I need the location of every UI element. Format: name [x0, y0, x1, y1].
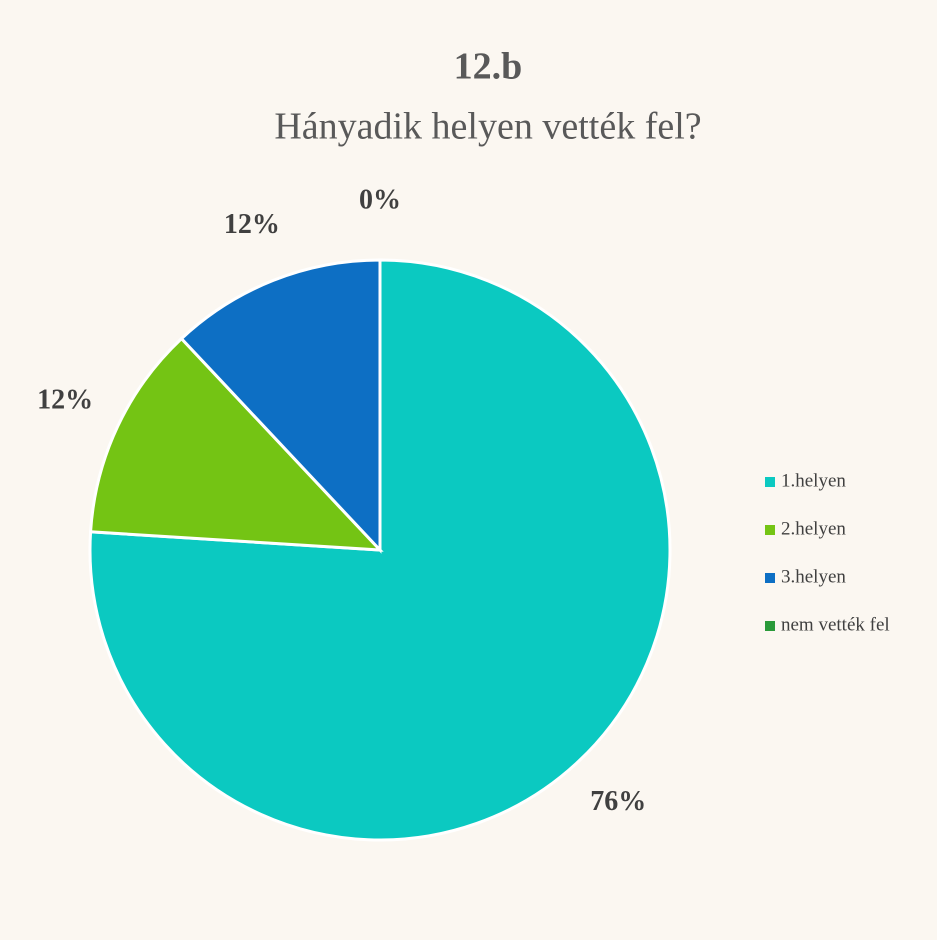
pie-slice: [88, 336, 384, 552]
pie-slice: [179, 258, 382, 554]
data-label: 0%: [359, 184, 401, 215]
legend-label: 3.helyen: [781, 566, 846, 587]
legend-swatch: [765, 525, 775, 535]
data-label: 12%: [37, 384, 93, 415]
legend-swatch: [765, 573, 775, 583]
legend-swatch: [765, 621, 775, 631]
legend-label: 2.helyen: [781, 518, 846, 539]
chart-title: 12.b: [454, 46, 523, 88]
legend-swatch: [765, 477, 775, 487]
chart-subtitle: Hányadik helyen vették fel?: [274, 106, 701, 148]
legend-label: nem vették fel: [781, 614, 890, 635]
data-label: 12%: [224, 209, 280, 240]
data-label: 76%: [590, 786, 646, 817]
legend-label: 1.helyen: [781, 470, 846, 491]
